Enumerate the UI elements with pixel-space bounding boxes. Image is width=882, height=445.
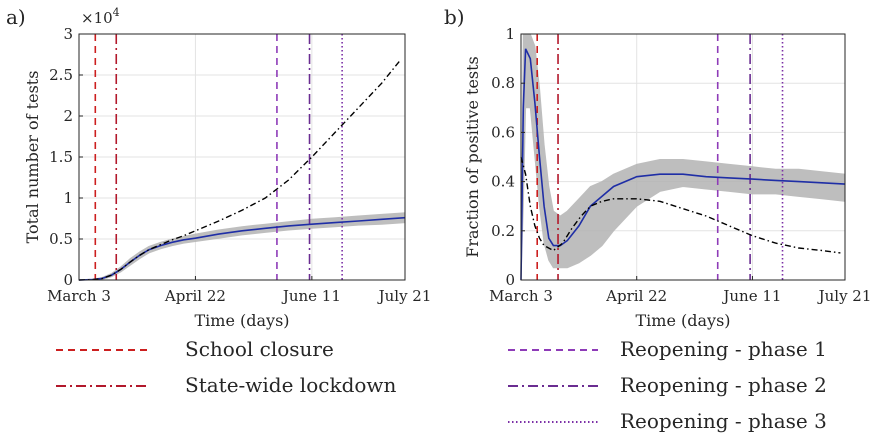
legend-item: School closure xyxy=(56,337,334,361)
y-exponent-label: ×104 xyxy=(81,6,120,27)
x-tick-label: March 3 xyxy=(489,287,553,305)
y-axis-label: Fraction of positive tests xyxy=(463,56,482,258)
legend-label: School closure xyxy=(185,337,334,361)
x-tick-label: July 21 xyxy=(817,287,872,305)
observed-line xyxy=(520,156,841,254)
y-tick-label: 0.8 xyxy=(491,74,515,92)
x-tick-label: March 3 xyxy=(47,287,111,305)
x-tick-label: June 11 xyxy=(281,287,341,305)
y-tick-label: 1 xyxy=(505,25,515,43)
panel-label: b) xyxy=(444,5,465,29)
legend-item: Reopening - phase 2 xyxy=(508,373,827,397)
legend-label: Reopening - phase 1 xyxy=(620,337,827,361)
chart-panel-b: March 3 April 22 June 11 July 21 0 0.2 0.4 0.6 0… xyxy=(444,5,871,330)
y-tick-label: 0.5 xyxy=(49,230,73,248)
plot-frame xyxy=(520,33,846,281)
legend-label: State-wide lockdown xyxy=(185,373,397,397)
x-axis-label: Time (days) xyxy=(635,311,730,330)
x-tick-label: April 22 xyxy=(605,287,667,305)
x-tick-label: April 22 xyxy=(164,287,226,305)
legend-label: Reopening - phase 2 xyxy=(620,373,827,397)
y-tick-label: 0.6 xyxy=(491,123,515,141)
observed-line xyxy=(78,59,401,281)
y-tick-label: 0 xyxy=(63,271,73,289)
legend-item: Reopening - phase 1 xyxy=(508,337,827,361)
legend-label: Reopening - phase 3 xyxy=(620,409,827,433)
chart-panel-a: March 3 April 22 June 11 July 21 0 0.5 1 1.5 2 2.… xyxy=(6,5,431,330)
y-tick-label: 3 xyxy=(63,25,73,43)
exponent-base: ×10 xyxy=(81,9,113,27)
y-tick-label: 0.2 xyxy=(491,222,515,240)
y-tick-label: 0 xyxy=(505,271,515,289)
y-tick-label: 1.5 xyxy=(49,148,73,166)
y-tick-label: 2.5 xyxy=(49,66,73,84)
model-fit-line xyxy=(520,48,846,281)
x-axis-label: Time (days) xyxy=(194,311,289,330)
y-tick-label: 1 xyxy=(63,189,73,207)
legend-item: Reopening - phase 3 xyxy=(508,409,827,433)
legend-item: State-wide lockdown xyxy=(56,373,397,397)
x-tick-label: June 11 xyxy=(721,287,781,305)
y-tick-label: 0.4 xyxy=(491,173,515,191)
panel-label: a) xyxy=(6,5,26,29)
y-tick-label: 2 xyxy=(63,107,73,125)
exponent-power: 4 xyxy=(113,6,120,19)
y-axis-label: Total number of tests xyxy=(23,71,42,244)
x-tick-label: July 21 xyxy=(377,287,432,305)
legend: School closure State-wide lockdown Reopeni… xyxy=(56,337,827,433)
